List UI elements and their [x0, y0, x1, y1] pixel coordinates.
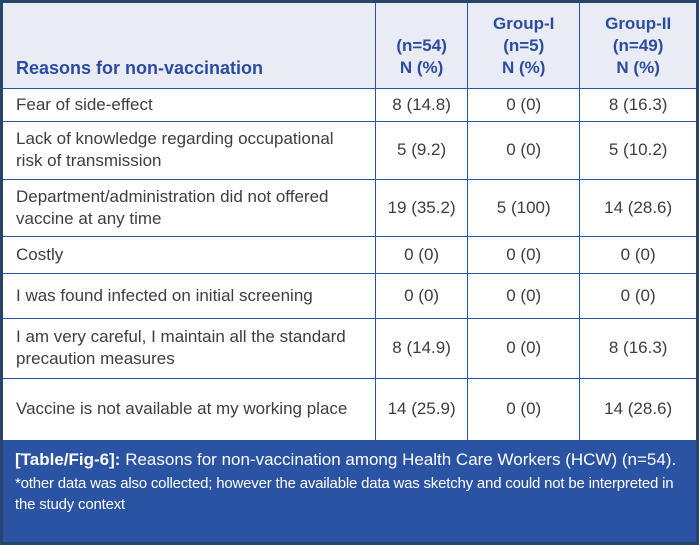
value-cell: 5 (100) — [467, 178, 581, 237]
value-cell: 0 (0) — [579, 272, 696, 319]
column-header-line: N (%) — [399, 57, 444, 77]
column-header-line: Group-II — [605, 13, 672, 33]
table-row: I am very careful, I maintain all the st… — [3, 317, 696, 379]
value-cell: 0 (0) — [467, 272, 581, 319]
value-cell: 0 (0) — [375, 235, 469, 274]
value-cell: 0 (0) — [467, 317, 581, 379]
column-header-total: (n=54) N (%) — [375, 3, 469, 89]
reasons-table: Reasons for non-vaccination (n=54) N (%)… — [3, 3, 696, 441]
value-cell: 0 (0) — [467, 377, 581, 441]
reason-cell: I was found infected on initial screenin… — [3, 272, 377, 319]
value-cell: 8 (16.3) — [579, 87, 696, 122]
figure-footnote: *other data was also collected; however … — [15, 474, 674, 513]
figure-caption-text: Reasons for non-vaccination among Health… — [125, 449, 677, 469]
figure-caption: [Table/Fig-6]: Reasons for non-vaccinati… — [15, 448, 684, 471]
reason-cell: Fear of side-effect — [3, 87, 377, 122]
value-cell: 14 (25.9) — [375, 377, 469, 441]
value-cell: 8 (16.3) — [579, 317, 696, 379]
column-header-line: N (%) — [616, 57, 660, 77]
value-cell: 14 (28.6) — [579, 377, 696, 441]
table-row: Fear of side-effect 8 (14.8) 0 (0) 8 (16… — [3, 87, 696, 122]
table-header-row: Reasons for non-vaccination (n=54) N (%)… — [3, 3, 696, 89]
reason-cell: Costly — [3, 235, 377, 274]
value-cell: 5 (9.2) — [375, 120, 469, 180]
value-cell: 0 (0) — [467, 87, 581, 122]
table-row: Vaccine is not available at my working p… — [3, 377, 696, 441]
reason-cell: I am very careful, I maintain all the st… — [3, 317, 377, 379]
table-row: Lack of knowledge regarding occupational… — [3, 120, 696, 180]
table-row: I was found infected on initial screenin… — [3, 272, 696, 319]
figure-caption-label: [Table/Fig-6]: — [15, 449, 121, 469]
value-cell: 8 (14.8) — [375, 87, 469, 122]
reason-cell: Department/administration did not offere… — [3, 178, 377, 237]
column-header-line: Group-I — [493, 13, 555, 33]
column-header-line: (n=49) — [612, 35, 664, 55]
table-row: Costly 0 (0) 0 (0) 0 (0) — [3, 235, 696, 274]
column-header-group2: Group-II (n=49) N (%) — [579, 3, 696, 89]
value-cell: 0 (0) — [467, 235, 581, 274]
column-header-reasons: Reasons for non-vaccination — [3, 3, 377, 89]
column-header-label: Reasons for non-vaccination — [16, 57, 264, 78]
column-header-group1: Group-I (n=5) N (%) — [467, 3, 581, 89]
column-header-line: (n=5) — [503, 35, 545, 55]
value-cell: 8 (14.9) — [375, 317, 469, 379]
reason-cell: Lack of knowledge regarding occupational… — [3, 120, 377, 180]
value-cell: 0 (0) — [375, 272, 469, 319]
column-header-line: (n=54) — [396, 35, 447, 55]
value-cell: 0 (0) — [579, 235, 696, 274]
table-row: Department/administration did not offere… — [3, 178, 696, 237]
reason-cell: Vaccine is not available at my working p… — [3, 377, 377, 441]
value-cell: 14 (28.6) — [579, 178, 696, 237]
value-cell: 5 (10.2) — [579, 120, 696, 180]
caption-bar: [Table/Fig-6]: Reasons for non-vaccinati… — [3, 440, 696, 542]
value-cell: 0 (0) — [467, 120, 581, 180]
value-cell: 19 (35.2) — [375, 178, 469, 237]
column-header-line: N (%) — [502, 57, 546, 77]
